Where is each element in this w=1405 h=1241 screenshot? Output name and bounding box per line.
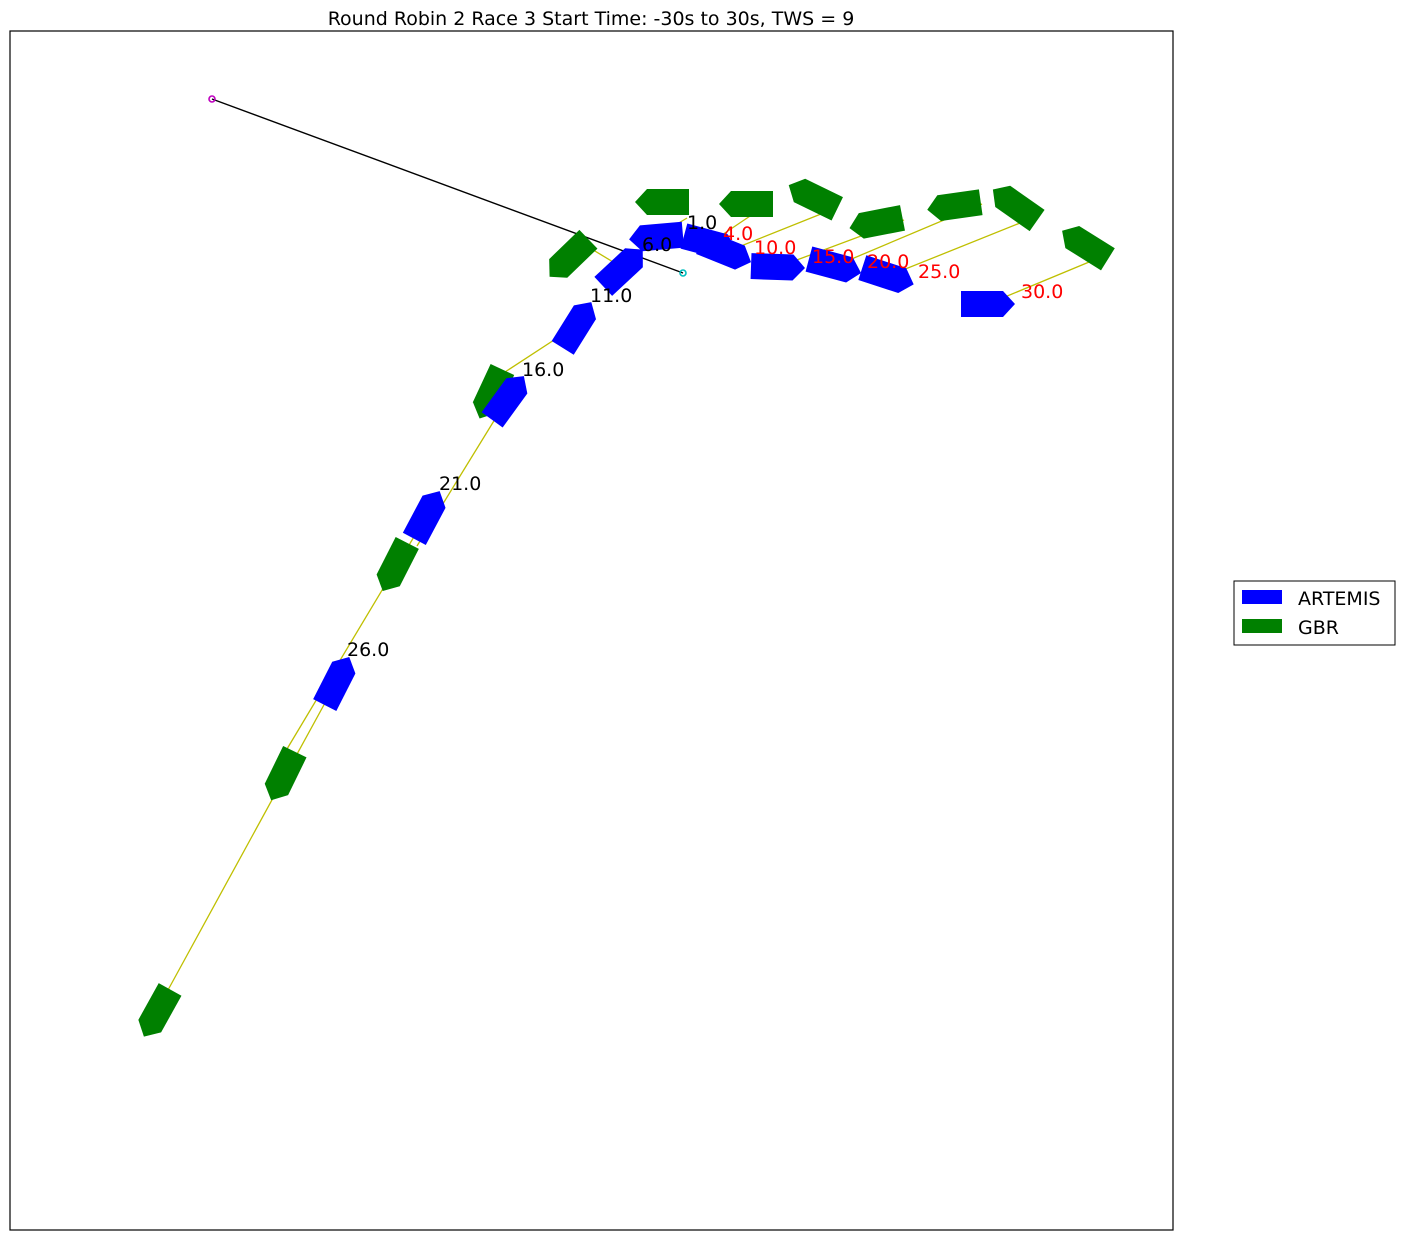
artemis-boat	[594, 248, 643, 296]
start-line-layer	[208, 95, 687, 277]
time-label: 16.0	[522, 359, 564, 381]
pair-line	[167, 680, 338, 991]
time-label: 25.0	[918, 261, 960, 283]
legend: ARTEMIS GBR	[1233, 580, 1396, 646]
start-line	[211, 98, 684, 274]
time-label: 30.0	[1021, 281, 1063, 303]
pair-line	[887, 216, 1036, 277]
artemis-boat	[481, 376, 528, 428]
artemis-boat	[551, 302, 596, 355]
pair-line	[725, 207, 837, 253]
artemis-boats	[313, 221, 1015, 711]
committee-end-mark	[679, 269, 687, 277]
gbr-boats	[138, 178, 1115, 1037]
artemis-boat	[750, 253, 805, 281]
gbr-boat	[264, 746, 307, 801]
time-labels: 1.0 6.0 11.0 16.0 21.0 26.0 4.010.0 15.0 20.0 25.…	[347, 212, 1063, 661]
gbr-boat	[549, 229, 598, 278]
artemis-boat	[313, 656, 356, 711]
artemis-boat	[629, 221, 685, 252]
gbr-boat	[992, 185, 1045, 232]
gbr-boat	[788, 178, 843, 221]
legend-label-gbr: GBR	[1298, 617, 1339, 639]
gbr-boat	[927, 189, 983, 221]
artemis-boat	[696, 229, 752, 270]
gbr-boat	[719, 191, 773, 217]
time-label: 6.0	[642, 234, 672, 256]
time-label: 15.0	[812, 246, 854, 268]
time-label: 4.0	[723, 223, 753, 245]
time-label: 26.0	[347, 639, 389, 661]
gbr-boat	[138, 983, 182, 1037]
legend-label-artemis: ARTEMIS	[1298, 588, 1381, 610]
time-label: 1.0	[687, 212, 717, 234]
legend-swatch-artemis	[1242, 590, 1282, 604]
artemis-boat	[858, 255, 914, 293]
gbr-boat	[635, 189, 689, 215]
artemis-boat	[961, 291, 1015, 317]
gbr-boat	[376, 537, 419, 592]
chart-title: Round Robin 2 Race 3 Start Time: -30s to…	[328, 8, 855, 30]
gbr-boat	[472, 364, 515, 419]
time-label: 10.0	[754, 237, 796, 259]
legend-swatch-gbr	[1242, 619, 1282, 633]
time-label: 20.0	[867, 251, 909, 273]
time-label: 11.0	[590, 285, 632, 307]
time-label: 21.0	[439, 473, 481, 495]
pair-line	[987, 254, 1107, 305]
gbr-boat	[849, 205, 905, 239]
pin-end-mark	[208, 95, 216, 103]
artemis-boat	[402, 491, 446, 545]
plot-area	[9, 30, 1174, 1231]
pair-lines	[167, 203, 1107, 991]
gbr-boat	[1062, 226, 1115, 271]
artemis-boat	[805, 246, 862, 283]
